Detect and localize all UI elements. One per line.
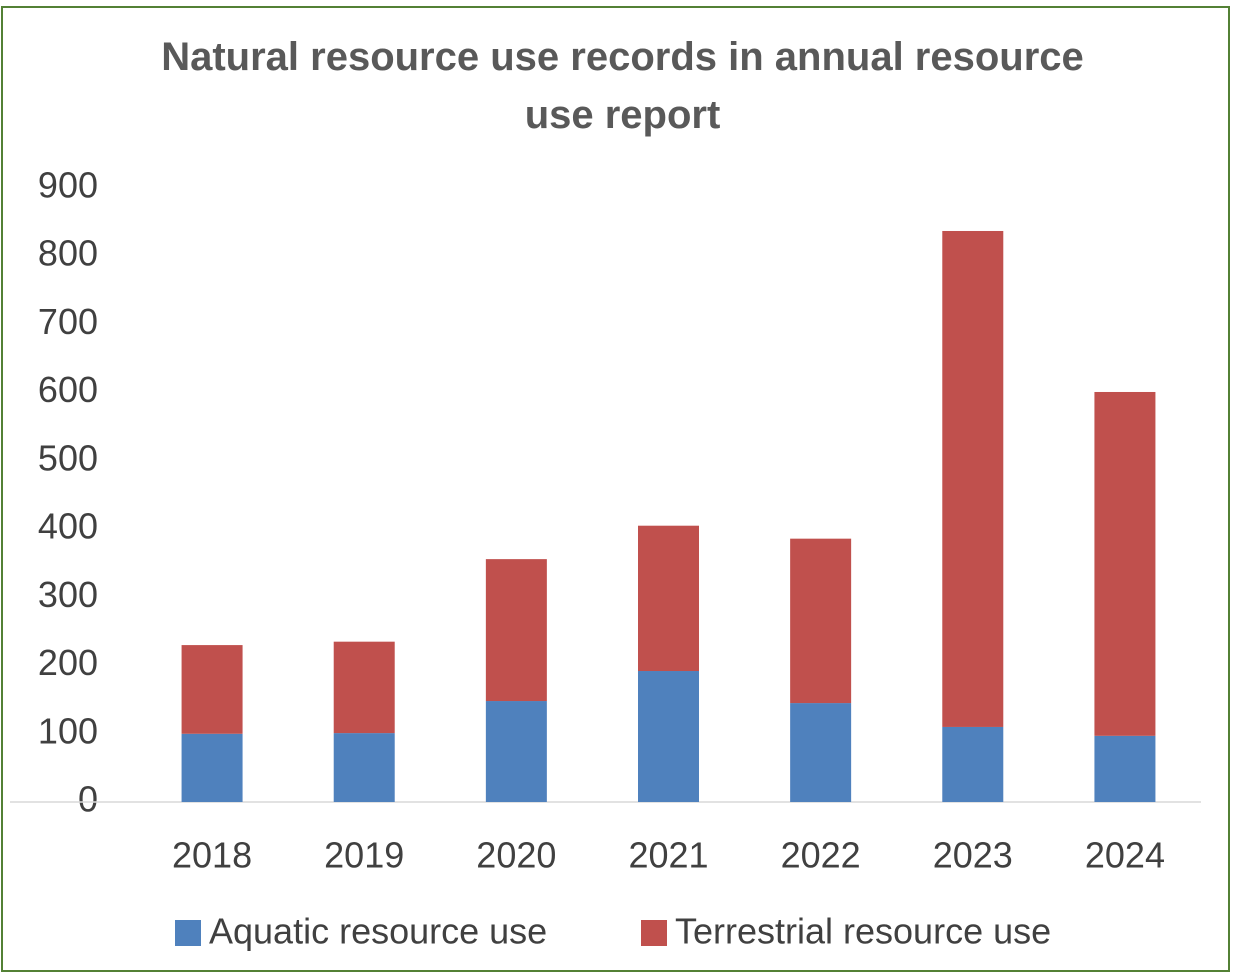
- y-tick-label: 300: [38, 574, 98, 615]
- bar: [942, 230, 1004, 727]
- bar: [1094, 391, 1156, 736]
- x-tick-label: 2020: [476, 835, 556, 876]
- bar: [333, 641, 395, 734]
- bar: [638, 525, 699, 672]
- legend-swatch: [641, 920, 667, 946]
- bar: [181, 645, 243, 734]
- y-tick-label: 600: [38, 369, 98, 410]
- x-tick-label: 2023: [933, 835, 1013, 876]
- bar: [790, 703, 852, 802]
- legend-label: Aquatic resource use: [209, 911, 547, 952]
- x-tick-label: 2019: [324, 835, 404, 876]
- y-tick-label: 700: [38, 301, 98, 342]
- bar: [790, 538, 852, 704]
- y-tick-label: 100: [38, 710, 98, 751]
- x-tick-label: 2024: [1085, 835, 1165, 876]
- y-tick-label: 200: [38, 642, 98, 683]
- chart-title: Natural resource use records in annual r…: [161, 35, 1084, 137]
- y-tick-label: 800: [38, 233, 98, 274]
- y-tick-label: 400: [38, 506, 98, 547]
- bar: [1094, 735, 1156, 802]
- bar: [485, 559, 547, 702]
- x-tick-label: 2018: [172, 835, 252, 876]
- legend-label: Terrestrial resource use: [675, 911, 1051, 952]
- bar: [942, 726, 1004, 802]
- bar: [333, 733, 395, 802]
- y-tick-label: 500: [38, 437, 98, 478]
- y-tick-label: 900: [38, 165, 98, 206]
- bar: [181, 733, 243, 802]
- y-tick-label: 0: [78, 779, 98, 820]
- bar: [485, 701, 547, 802]
- x-tick-label: 2022: [781, 835, 861, 876]
- bar: [638, 671, 699, 802]
- x-tick-label: 2021: [628, 835, 708, 876]
- legend-swatch: [175, 920, 201, 946]
- chart-border: [1, 6, 1230, 972]
